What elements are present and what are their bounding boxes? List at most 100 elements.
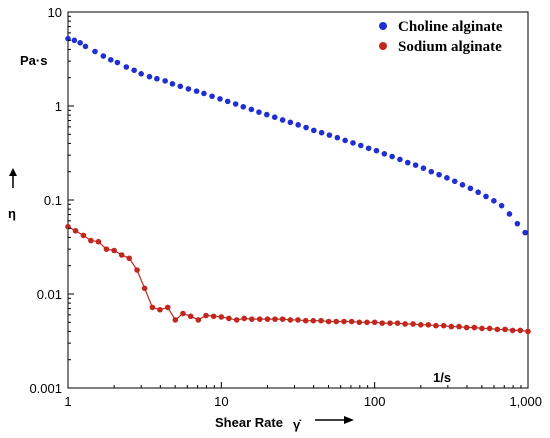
data-point [111,247,117,254]
data-point [394,320,401,326]
data-point [371,319,378,326]
data-point [342,137,348,144]
data-point [256,316,263,322]
data-point [471,324,478,331]
data-point [350,140,356,146]
data-point [141,285,148,292]
data-point [364,319,370,326]
data-point [514,220,521,227]
data-point [131,67,137,74]
data-point [436,171,442,178]
data-point [502,326,508,333]
data-point [233,317,240,323]
data-point [149,304,156,311]
data-point [402,321,408,327]
data-point [169,81,176,87]
data-point [241,315,248,322]
data-point [486,325,493,332]
data-point [271,114,278,121]
x-tick-label: 1 [64,394,71,409]
data-point [494,326,501,333]
data-point [334,134,341,141]
data-point [418,322,424,328]
data-point [226,315,232,322]
data-point [195,317,202,323]
data-point [381,151,388,157]
data-point [180,310,186,317]
data-point [433,322,439,329]
data-point [451,178,458,185]
data-point [333,318,340,325]
data-point [341,318,347,325]
legend-marker-choline [379,22,387,30]
ticks-layer: 0.001 0.01 0.1 1 10 1 10 100 1,000 [29,5,542,409]
y-tick-label: 10 [48,5,62,20]
data-point [248,106,255,113]
y-axis-arrow [9,168,17,188]
data-point [475,189,481,196]
data-point [318,317,324,324]
data-point [154,75,160,82]
data-point [387,320,393,326]
data-point [310,317,317,324]
data-point [157,306,163,313]
data-point [80,232,87,239]
x-tick-label: 10 [214,394,228,409]
data-point [118,252,125,258]
data-point [103,246,110,252]
data-point [172,317,179,323]
data-point [123,64,130,70]
data-point [459,182,466,188]
data-point [146,73,153,80]
data-point [187,313,194,320]
data-point [100,53,107,59]
series-line [67,226,529,333]
series-1 [65,223,531,335]
data-point [88,237,94,244]
y-unit-label: Pa·s [20,53,47,68]
y-tick-label: 1 [55,99,62,114]
data-point [525,328,531,335]
data-point [348,318,355,325]
y-tick-label: 0.01 [37,287,62,302]
data-point [126,255,133,262]
data-point [506,211,513,217]
data-point [365,145,372,152]
data-point [138,71,144,77]
data-point [107,57,114,63]
data-point [193,88,200,94]
data-point [302,317,309,324]
data-point [272,316,278,322]
data-point [201,90,207,97]
data-point [404,159,411,166]
data-point [410,321,416,327]
data-point [295,317,301,323]
x-tick-label: 1,000 [509,394,542,409]
data-point [311,127,317,134]
data-point [303,124,309,131]
legend: Choline alginate Sodium alginate [379,19,503,55]
data-point [287,317,294,323]
plot-frame [67,11,529,389]
data-point [379,320,386,326]
data-point [412,162,419,168]
data-point [210,313,217,320]
data-point [209,93,215,100]
data-point [440,322,447,329]
data-point [463,324,470,331]
data-point [279,117,286,123]
x-axis-arrow [315,416,354,424]
data-point [517,327,524,334]
x-axis-symbol: γ̇ [293,417,301,432]
data-point [428,168,435,175]
data-point [71,37,78,44]
data-point [224,98,231,105]
data-point [479,325,485,332]
data-point [318,129,325,136]
data-point [164,304,171,311]
y-tick-label: 0.1 [44,193,62,208]
y-axis-label: η [8,206,16,221]
data-point [356,319,363,326]
series-0 [65,35,528,236]
